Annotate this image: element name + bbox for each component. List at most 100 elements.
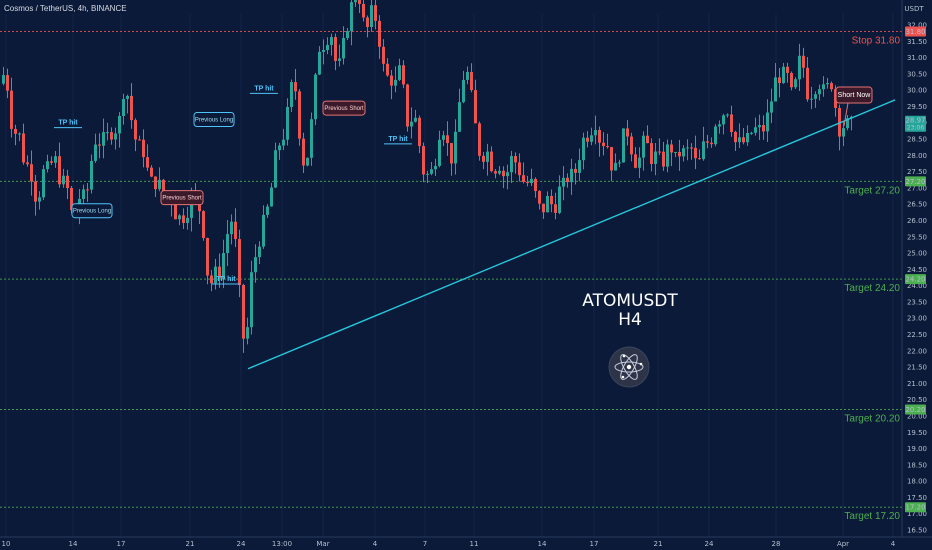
price-tick-label[interactable]: 20.00 [907, 412, 927, 420]
price-tick-label[interactable]: 27.00 [907, 184, 927, 192]
candle-body [450, 143, 453, 164]
time-tick-label[interactable]: 10 [2, 540, 11, 548]
symbol-header[interactable]: Cosmos / TetherUS, 4h, BINANCE [4, 4, 127, 13]
time-tick-label[interactable]: 21 [654, 540, 663, 548]
candle-body [418, 117, 421, 147]
time-tick-label[interactable]: 21 [186, 540, 195, 548]
stop-axis-value: 31.80 [905, 28, 925, 36]
price-axis[interactable]: 16.50 17.00 17.50 18.00 18.50 19.00 19.50 20.00… [907, 22, 927, 535]
price-tick-label[interactable]: 25.00 [907, 250, 927, 258]
time-tick-label[interactable]: 24 [237, 540, 246, 548]
current-price-value: 28.97 [905, 117, 925, 125]
annotations: TP hit TP hit TP hit TP hit Previous Long Pre… [54, 85, 873, 285]
candle-body [766, 112, 769, 132]
candle-body [522, 175, 525, 182]
target-axis-value: 24.20 [905, 276, 925, 284]
price-axis-panel[interactable] [902, 0, 932, 537]
price-tick-label[interactable]: 31.00 [907, 54, 927, 62]
candle-body [182, 215, 185, 223]
price-tick-label[interactable]: 28.50 [907, 136, 927, 144]
price-tick-label[interactable]: 26.00 [907, 217, 927, 225]
price-tick-label[interactable]: 23.50 [907, 298, 927, 306]
candle-body [366, 17, 369, 28]
price-tick-label[interactable]: 30.00 [907, 87, 927, 95]
price-tick-label[interactable]: 19.50 [907, 429, 927, 437]
price-tick-label[interactable]: 27.50 [907, 168, 927, 176]
candle-body [638, 157, 641, 168]
time-tick-label[interactable]: Apr [837, 540, 849, 548]
candle-body [162, 179, 165, 197]
time-tick-label[interactable]: 7 [423, 540, 427, 548]
candle-body [134, 120, 137, 140]
time-tick-label[interactable]: 4 [891, 540, 896, 548]
time-tick-label[interactable]: 14 [538, 540, 547, 548]
candle-body [102, 132, 105, 146]
price-tick-label[interactable]: 21.00 [907, 380, 927, 388]
price-tick-label[interactable]: 23.00 [907, 315, 927, 323]
price-tick-label[interactable]: 31.50 [907, 38, 927, 46]
target-label: Target 20.20 [844, 413, 900, 424]
candle-body [758, 125, 761, 128]
time-tick-label[interactable]: 4 [373, 540, 378, 548]
time-tick-label[interactable]: 13:00 [272, 540, 292, 548]
target-axis-badge [905, 502, 926, 513]
candle-body [314, 74, 317, 120]
candle-body [414, 117, 417, 122]
candle-body [22, 133, 25, 163]
price-tick-label[interactable]: 18.00 [907, 478, 927, 486]
candle-body [578, 160, 581, 173]
price-tick-label[interactable]: 32.00 [907, 22, 927, 30]
time-tick-label[interactable]: Mar [316, 540, 329, 548]
time-tick-label[interactable]: 14 [69, 540, 78, 548]
candle-body [630, 136, 633, 155]
price-tick-label[interactable]: 24.00 [907, 282, 927, 290]
price-tick-label[interactable]: 16.50 [907, 527, 927, 535]
candle-body [42, 169, 45, 198]
candle-body [742, 137, 745, 143]
price-tick-label[interactable]: 20.50 [907, 396, 927, 404]
time-axis[interactable]: 10 14 17 21 24 13:00 Mar 4 7 11 14 17 21 24 28 Apr 4 [2, 540, 896, 548]
price-tick-label[interactable]: 19.00 [907, 445, 927, 453]
candle-body [426, 173, 429, 175]
candle-body [482, 155, 485, 162]
callout-now-box [835, 86, 873, 104]
candle-body [530, 178, 533, 184]
price-tick-label[interactable]: 26.50 [907, 201, 927, 209]
candle-body [210, 275, 213, 284]
price-tick-label[interactable]: 29.50 [907, 103, 927, 111]
candle-body [830, 83, 833, 90]
candle-body [70, 188, 73, 211]
ascending-trendline [247, 99, 896, 370]
price-tick-label[interactable]: 21.50 [907, 364, 927, 372]
target-axis-badge [905, 274, 926, 285]
candle-body [582, 137, 585, 161]
time-tick-label[interactable]: 28 [772, 540, 781, 548]
time-tick-label[interactable]: 24 [705, 540, 714, 548]
tp-hit-label: TP hit [216, 276, 236, 283]
candle-body [690, 147, 693, 149]
time-tick-label[interactable]: 11 [470, 540, 479, 548]
time-tick-label[interactable]: 17 [590, 540, 599, 548]
stop-label: Stop 31.80 [852, 36, 901, 47]
price-tick-label[interactable]: 22.50 [907, 331, 927, 339]
price-tick-label[interactable]: 30.50 [907, 70, 927, 78]
price-tick-label[interactable]: 22.00 [907, 347, 927, 355]
candle-body [50, 161, 53, 163]
time-axis-panel[interactable] [0, 537, 932, 550]
candle-body [490, 151, 493, 172]
price-tick-label[interactable]: 17.50 [907, 494, 927, 502]
candle-body [786, 66, 789, 73]
price-tick-label[interactable]: 28.00 [907, 152, 927, 160]
candle-body [794, 79, 797, 88]
candle-body [682, 148, 685, 157]
candle-body [454, 131, 457, 164]
candle-body [114, 133, 117, 140]
price-tick-label[interactable]: 18.50 [907, 461, 927, 469]
callout-now-text: Short Now [838, 92, 872, 99]
candle-body [686, 147, 689, 149]
price-tick-label[interactable]: 25.50 [907, 233, 927, 241]
price-tick-label[interactable]: 17.00 [907, 510, 927, 518]
price-tick-label[interactable]: 24.50 [907, 266, 927, 274]
time-tick-label[interactable]: 17 [117, 540, 126, 548]
